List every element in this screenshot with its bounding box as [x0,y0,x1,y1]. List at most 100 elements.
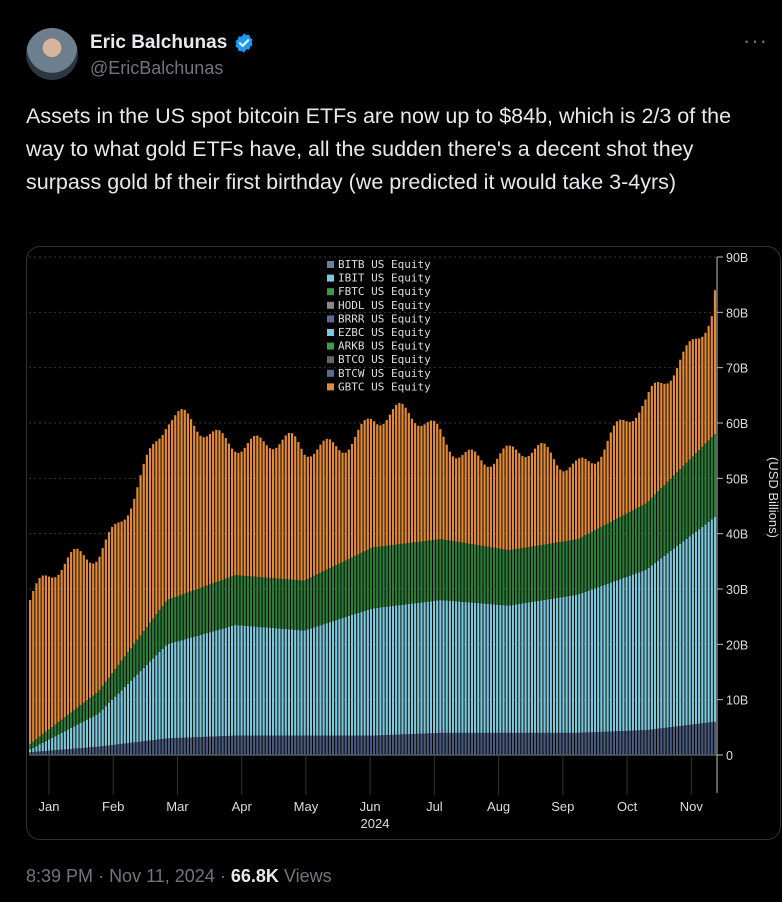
bar-segment [417,734,419,755]
views-count: 66.8K [231,866,279,886]
bar-segment [534,601,536,732]
bar-segment [38,737,40,745]
bar-segment [534,733,536,755]
bar-segment [591,589,593,732]
tweet-media-chart[interactable]: 0 10B 20B 30B 40B 50B 60B 70B 80B 90B Jan Feb Mar Apr… [26,246,781,840]
bar-segment [146,665,148,741]
bar-segment [676,368,678,472]
bar-segment [275,736,277,755]
bar-segment [54,750,56,755]
bar-segment [528,456,530,547]
x-tick-label: Jan [39,799,60,814]
bar-segment [70,749,72,755]
bar-segment [427,541,429,602]
bar-segment [600,527,602,586]
bar-segment [234,736,236,755]
bar-segment [332,567,334,621]
bar-segment [64,731,66,749]
bar-segment [143,741,145,755]
bar-segment [42,734,44,743]
bar-segment [679,469,681,544]
bar-segment [307,736,309,755]
bar-segment [537,733,539,755]
bar-segment [524,733,526,755]
bar-segment [379,607,381,735]
bar-segment [613,731,615,755]
bar-segment [578,733,580,755]
bar-segment [562,542,564,597]
bar-segment [405,604,407,734]
bar-segment [600,457,602,527]
bar-segment [619,731,621,755]
bar-segment [446,733,448,755]
author-name[interactable]: Eric Balchunas [90,32,227,54]
bar-segment [376,424,378,547]
bar-segment [278,736,280,755]
more-options-icon[interactable]: ··· [743,28,768,54]
bar-segment [278,444,280,578]
bar-segment [54,577,56,724]
bar-segment [73,749,75,755]
bar-segment [79,705,81,723]
bar-segment [367,419,369,550]
legend-label: EZBC US Equity [338,326,431,339]
bar-segment [483,464,485,546]
bar-segment [537,601,539,733]
bar-segment [269,628,271,736]
bar-segment [714,517,716,722]
bar-segment [676,726,678,755]
bar-segment [588,591,590,733]
bar-segment [417,426,419,542]
bar-segment [127,743,129,755]
bar-segment [291,580,293,630]
bar-segment [215,582,217,630]
bar-segment [272,736,274,755]
bar-segment [133,499,135,644]
bar-segment [704,333,706,444]
legend-label: BITB US Equity [338,258,431,271]
bar-segment [670,727,672,755]
bar-segment [622,420,624,515]
bar-segment [285,629,287,736]
bar-segment [660,558,662,728]
avatar[interactable] [26,28,78,80]
tweet-date[interactable]: Nov 11, 2024 [109,866,215,886]
tweet-time[interactable]: 8:39 PM [26,866,93,886]
bar-segment [57,750,59,755]
bar-segment [61,750,63,755]
bar-segment [266,578,268,628]
bar-segment [382,607,384,735]
bar-segment [297,442,299,580]
bar-segment [635,573,637,730]
bar-segment [102,548,104,686]
bar-segment [569,596,571,733]
x-tick-label: Sep [551,799,574,814]
bar-segment [685,725,687,755]
bar-segment [695,532,697,724]
bar-segment [319,736,321,755]
bar-segment [117,522,119,664]
bar-segment [584,459,586,535]
bar-segment [398,544,400,605]
bar-segment [155,614,157,655]
bar-segment [556,543,558,598]
author-handle[interactable]: @EricBalchunas [90,58,223,79]
legend-label: IBIT US Equity [338,272,431,285]
bar-segment [111,700,113,745]
bar-segment [531,453,533,547]
bar-segment [490,604,492,733]
bar-segment [452,601,454,733]
bar-segment [521,548,523,603]
bar-segment [553,733,555,755]
bar-segment [449,452,451,541]
bar-segment [139,475,141,635]
bar-segment [512,605,514,733]
bar-segment [310,628,312,735]
bar-segment [506,733,508,755]
bar-segment [86,748,88,755]
bar-segment [616,421,618,518]
bar-segment [562,471,564,541]
bar-segment [395,405,397,545]
bar-segment [291,736,293,755]
bar-segment [190,591,192,637]
